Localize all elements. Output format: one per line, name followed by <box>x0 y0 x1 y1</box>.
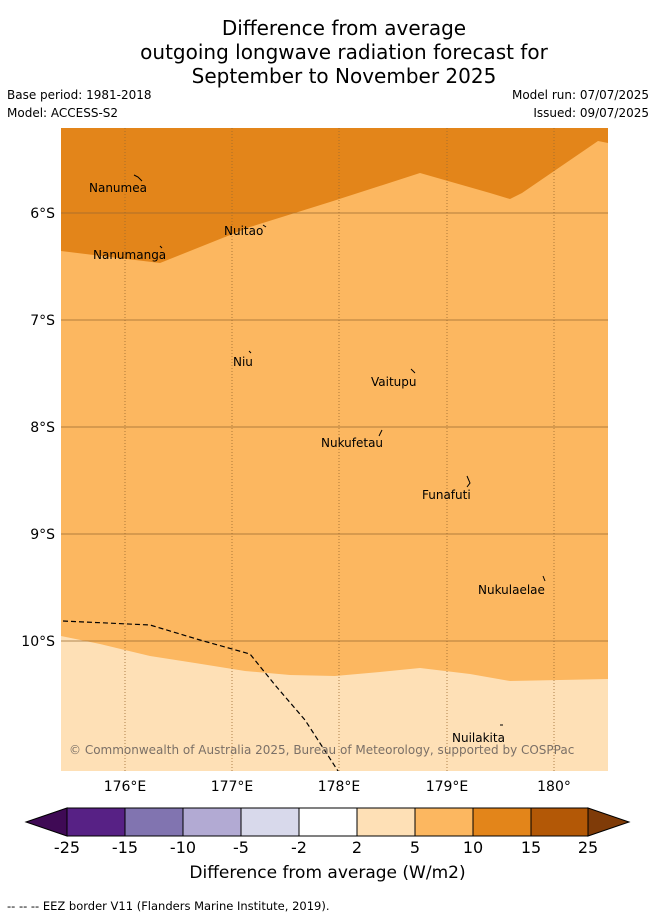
place-label-nuilakita: Nuilakita <box>452 731 505 745</box>
place-label-nukulaelae: Nukulaelae <box>478 583 545 597</box>
colorbar-segment <box>240 807 300 837</box>
lat-tick-label: 6°S <box>30 206 55 222</box>
island-niu <box>248 350 252 354</box>
lat-tick-label: 8°S <box>30 420 55 436</box>
colorbar-tick-label: -15 <box>112 838 138 857</box>
island-nuitao <box>262 224 267 228</box>
colorbar-tick-label: -5 <box>233 838 249 857</box>
lon-tick-label: 178°E <box>318 779 361 795</box>
place-label-niu: Niu <box>233 355 253 369</box>
colorbar-tick-label: 15 <box>521 838 541 857</box>
colorbar-tick-label: -10 <box>170 838 196 857</box>
band-10-to-15 <box>61 128 608 263</box>
lat-axis: 6°S 7°S 8°S 9°S 10°S <box>21 206 55 650</box>
colorbar-segment <box>66 807 126 837</box>
colorbar-high-extension <box>587 807 631 837</box>
model-name: Model: ACCESS-S2 <box>7 106 119 120</box>
colorbar-segment <box>530 807 589 837</box>
colorbar-ticks: -25 -15 -10 -5 -2 2 5 10 15 25 <box>54 838 598 857</box>
colorbar-segment <box>298 807 358 837</box>
lat-tick-label: 9°S <box>30 527 55 543</box>
place-label-nanumanga: Nanumanga <box>93 248 166 262</box>
colorbar-tick-label: -25 <box>54 838 80 857</box>
title-line-3: September to November 2025 <box>191 64 497 88</box>
base-period: Base period: 1981-2018 <box>7 88 152 102</box>
eez-footnote: -- -- -- EEZ border V11 (Flanders Marine… <box>7 899 330 913</box>
place-label-nukufetau: Nukufetau <box>321 436 383 450</box>
colorbar-tick-label: 10 <box>463 838 483 857</box>
island-funafuti <box>466 475 471 488</box>
colorbar-segment <box>472 807 532 837</box>
place-label-nanumea: Nanumea <box>89 181 147 195</box>
lon-tick-label: 179°E <box>426 779 469 795</box>
island-nanumea <box>133 174 143 182</box>
lon-tick-label: 176°E <box>104 779 147 795</box>
lon-tick-label: 180° <box>537 779 571 795</box>
colorbar-segment <box>182 807 242 837</box>
colorbar-tick-label: 25 <box>578 838 598 857</box>
place-labels: Nanumea Nuitao Nanumanga Niu Vaitupu Nuk… <box>89 181 545 745</box>
colorbar-title: Difference from average (W/m2) <box>189 863 466 883</box>
grid-lines <box>61 128 608 771</box>
place-label-funafuti: Funafuti <box>422 488 471 502</box>
band-5-to-10 <box>61 128 608 681</box>
island-nanumanga <box>159 245 163 249</box>
island-vaitupu <box>410 368 416 374</box>
lat-tick-label: 10°S <box>21 634 55 650</box>
colorbar-segment <box>356 807 416 837</box>
lat-tick-label: 7°S <box>30 313 55 329</box>
model-run: Model run: 07/07/2025 <box>511 88 649 102</box>
colorbar-tick-label: 5 <box>410 838 420 857</box>
colorbar-tick-label: 2 <box>352 838 362 857</box>
place-label-nuitao: Nuitao <box>224 224 263 238</box>
island-nukulaelae <box>542 575 546 582</box>
issued-date: Issued: 09/07/2025 <box>533 106 649 120</box>
island-outlines <box>133 174 546 726</box>
chart-title: Difference from average outgoing longwav… <box>0 16 655 88</box>
island-nukufetau <box>378 429 383 437</box>
lon-axis: 176°E 177°E 178°E 179°E 180° <box>104 779 571 795</box>
colorbar-tick-label: -2 <box>291 838 307 857</box>
lon-tick-label: 177°E <box>211 779 254 795</box>
colorbar-low-extension <box>24 807 68 837</box>
colorbar-segment <box>124 807 184 837</box>
title-line-1: Difference from average <box>221 16 467 40</box>
place-label-vaitupu: Vaitupu <box>371 375 417 389</box>
colorbar <box>24 807 631 837</box>
colorbar-segment <box>414 807 474 837</box>
copyright-notice: © Commonwealth of Australia 2025, Bureau… <box>69 743 574 757</box>
title-line-2: outgoing longwave radiation forecast for <box>140 40 548 64</box>
